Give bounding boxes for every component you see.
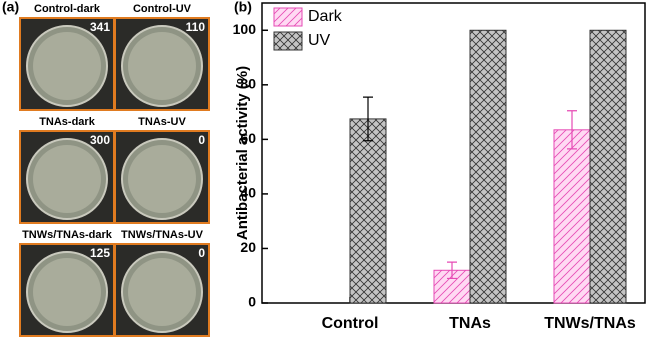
x-tick-label: TNAs <box>449 315 491 332</box>
y-tick-label: 60 <box>240 130 256 146</box>
legend-label: UV <box>308 32 331 49</box>
y-tick-label: 20 <box>240 239 256 255</box>
legend-swatch <box>273 31 303 51</box>
bar <box>553 129 591 304</box>
colony-count: 300 <box>90 133 110 147</box>
x-tick-label: TNWs/TNAs <box>544 315 636 332</box>
colony-count: 125 <box>90 246 110 260</box>
bar <box>589 29 627 304</box>
error-bar <box>363 96 373 142</box>
x-tick-label: Control <box>322 315 379 332</box>
panel-label: (b) <box>234 0 252 15</box>
plate-label: TNAs-dark <box>39 116 96 128</box>
y-tick-label: 0 <box>248 294 256 310</box>
plate-label: TNAs-UV <box>138 116 186 128</box>
panel-label: (a) <box>2 0 19 15</box>
colony-count: 0 <box>198 246 205 260</box>
legend-label: Dark <box>308 8 343 25</box>
y-tick-label: 100 <box>233 21 257 37</box>
y-axis-label: Antibacterial activity (%) <box>234 66 251 240</box>
legend-swatch <box>273 7 303 27</box>
plate-label: TNWs/TNAs-UV <box>121 229 204 241</box>
y-tick-label: 80 <box>240 76 256 92</box>
plate-label: TNWs/TNAs-dark <box>22 229 113 241</box>
error-bar <box>567 110 577 150</box>
error-bar <box>447 261 457 280</box>
agar <box>128 258 196 326</box>
agar <box>33 32 101 100</box>
bar <box>349 118 387 304</box>
plate-label: Control-dark <box>34 3 101 15</box>
colony-count: 341 <box>90 20 110 34</box>
colony-count: 110 <box>186 20 206 34</box>
colony-count: 0 <box>198 133 205 147</box>
agar <box>33 145 101 213</box>
y-tick-label: 40 <box>240 185 256 201</box>
agar <box>33 258 101 326</box>
agar <box>128 145 196 213</box>
bar <box>469 29 507 304</box>
plate-label: Control-UV <box>133 3 192 15</box>
agar <box>128 32 196 100</box>
